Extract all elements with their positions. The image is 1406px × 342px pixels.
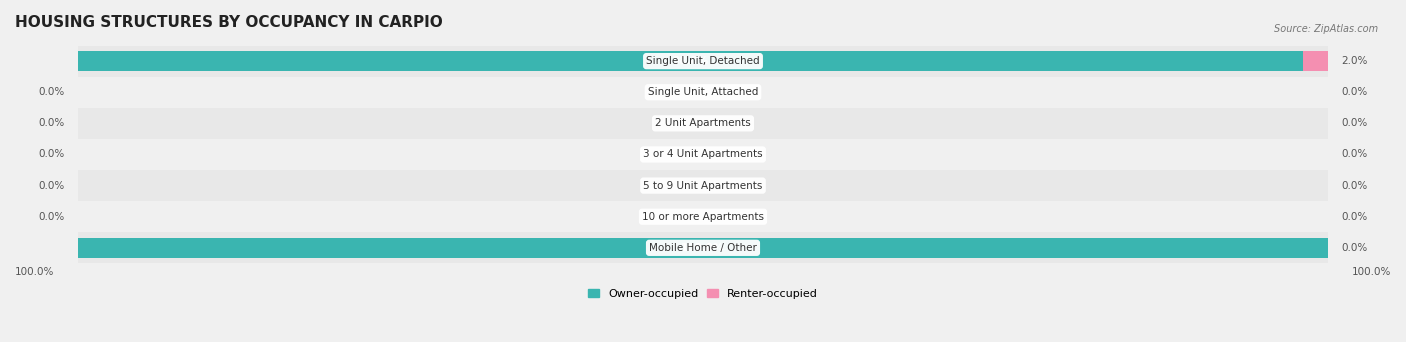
Text: 0.0%: 0.0% — [39, 212, 65, 222]
Text: 0.0%: 0.0% — [39, 149, 65, 159]
Text: 0.0%: 0.0% — [1341, 181, 1367, 190]
Bar — [77, 170, 1329, 201]
Text: 0.0%: 0.0% — [39, 181, 65, 190]
Text: 10 or more Apartments: 10 or more Apartments — [643, 212, 763, 222]
Bar — [77, 51, 1303, 71]
Bar — [77, 139, 1329, 170]
Text: 0.0%: 0.0% — [1341, 149, 1367, 159]
Text: 100.0%: 100.0% — [682, 243, 724, 253]
Text: 100.0%: 100.0% — [15, 267, 55, 277]
Text: Mobile Home / Other: Mobile Home / Other — [650, 243, 756, 253]
Text: 0.0%: 0.0% — [1341, 87, 1367, 97]
Bar — [77, 201, 1329, 232]
Bar — [77, 45, 1329, 77]
Text: 2.0%: 2.0% — [1341, 56, 1368, 66]
Text: 3 or 4 Unit Apartments: 3 or 4 Unit Apartments — [643, 149, 763, 159]
Text: 0.0%: 0.0% — [1341, 243, 1367, 253]
Text: 0.0%: 0.0% — [39, 87, 65, 97]
Text: 98.0%: 98.0% — [672, 56, 709, 66]
Text: Single Unit, Attached: Single Unit, Attached — [648, 87, 758, 97]
Text: 5 to 9 Unit Apartments: 5 to 9 Unit Apartments — [644, 181, 762, 190]
Text: 0.0%: 0.0% — [1341, 212, 1367, 222]
Text: Source: ZipAtlas.com: Source: ZipAtlas.com — [1274, 24, 1378, 34]
Legend: Owner-occupied, Renter-occupied: Owner-occupied, Renter-occupied — [583, 285, 823, 303]
Text: 0.0%: 0.0% — [39, 118, 65, 128]
Bar — [1303, 51, 1329, 71]
Bar — [77, 108, 1329, 139]
Text: 2 Unit Apartments: 2 Unit Apartments — [655, 118, 751, 128]
Bar — [77, 77, 1329, 108]
Text: HOUSING STRUCTURES BY OCCUPANCY IN CARPIO: HOUSING STRUCTURES BY OCCUPANCY IN CARPI… — [15, 15, 443, 30]
Bar — [77, 232, 1329, 263]
Text: 100.0%: 100.0% — [1351, 267, 1391, 277]
Text: 0.0%: 0.0% — [1341, 118, 1367, 128]
Bar — [77, 238, 1329, 258]
Text: Single Unit, Detached: Single Unit, Detached — [647, 56, 759, 66]
